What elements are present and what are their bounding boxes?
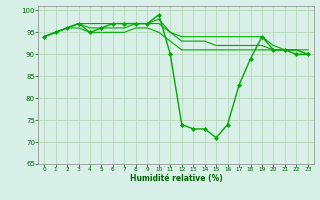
X-axis label: Humidité relative (%): Humidité relative (%) [130, 174, 222, 183]
